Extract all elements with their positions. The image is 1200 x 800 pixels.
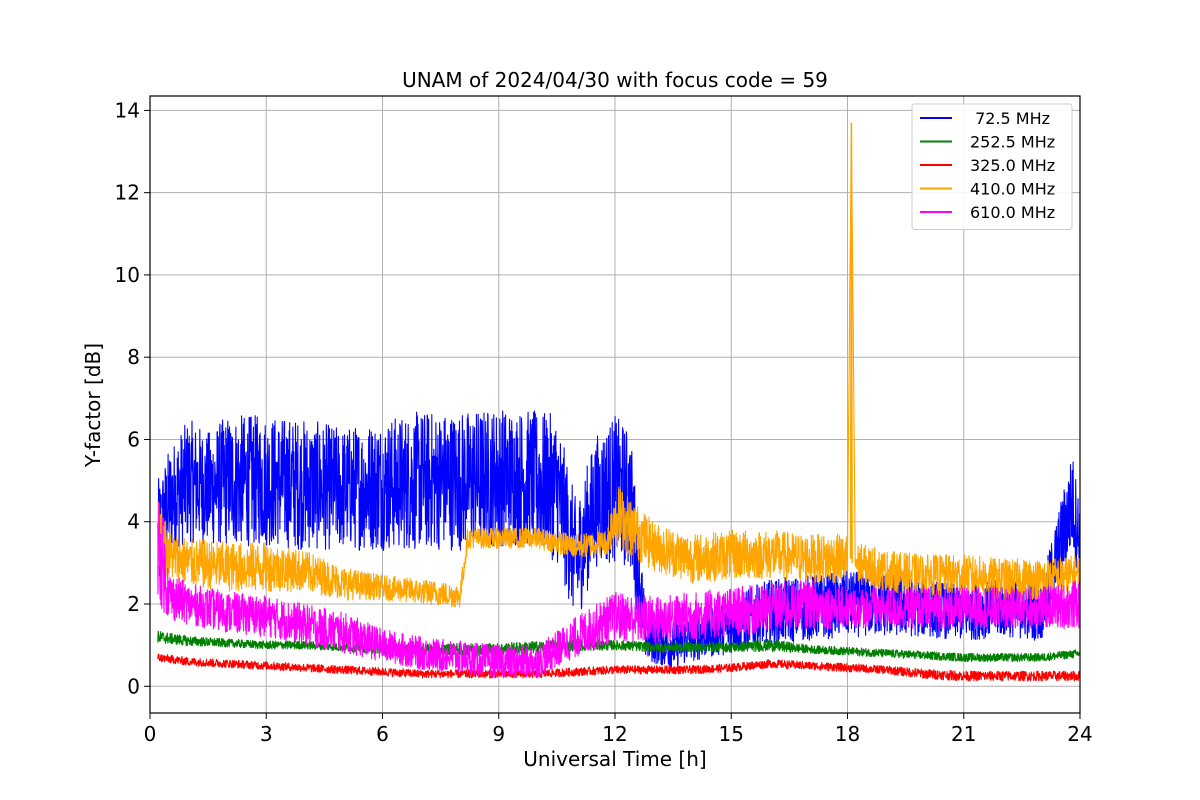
x-tick-label: 6: [376, 722, 389, 746]
y-tick-label: 6: [127, 427, 140, 451]
legend-entry: 410.0 MHz: [970, 180, 1055, 199]
y-tick-label: 12: [115, 181, 140, 205]
series-line-2: [157, 653, 1081, 682]
y-tick-label: 4: [127, 510, 140, 534]
y-tick-label: 10: [115, 263, 140, 287]
legend-entry: 325.0 MHz: [970, 156, 1055, 175]
x-tick-label: 0: [144, 722, 157, 746]
y-tick-label: 14: [115, 98, 140, 122]
series-line-3: [157, 130, 1081, 608]
chart-title: UNAM of 2024/04/30 with focus code = 59: [402, 68, 828, 92]
plot-area: [157, 122, 1081, 682]
x-axis-label: Universal Time [h]: [523, 747, 706, 771]
legend-entry: 610.0 MHz: [970, 203, 1055, 222]
x-tick-label: 9: [492, 722, 505, 746]
y-tick-label: 0: [127, 674, 140, 698]
series-spike: [849, 122, 853, 563]
x-tick-label: 3: [260, 722, 273, 746]
x-axis: 0 3 6 9 12 15 18 21 24: [144, 713, 1093, 746]
y-tick-label: 2: [127, 592, 140, 616]
x-tick-label: 24: [1067, 722, 1092, 746]
series-line-4: [157, 502, 1081, 679]
series-line-1: [157, 630, 1081, 663]
legend-entry: 72.5 MHz: [970, 109, 1050, 128]
y-axis: 0 2 4 6 8 10 12 14: [115, 98, 150, 698]
legend-box: [911, 103, 1073, 230]
x-tick-label: 12: [602, 722, 627, 746]
x-tick-label: 21: [951, 722, 976, 746]
x-tick-label: 18: [835, 722, 860, 746]
y-tick-label: 8: [127, 345, 140, 369]
legend-entry: 252.5 MHz: [970, 133, 1055, 152]
legend: 72.5 MHz 252.5 MHz 325.0 MHz 410.0 MHz 610.0…: [911, 103, 1073, 230]
y-axis-label: Y-factor [dB]: [81, 343, 105, 468]
x-tick-label: 15: [719, 722, 744, 746]
